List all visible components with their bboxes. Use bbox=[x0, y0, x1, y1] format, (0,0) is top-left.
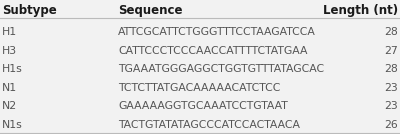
Text: H1s: H1s bbox=[2, 64, 23, 75]
Text: Sequence: Sequence bbox=[118, 4, 182, 17]
Text: 28: 28 bbox=[384, 64, 398, 75]
Text: N1: N1 bbox=[2, 83, 17, 93]
Text: Subtype: Subtype bbox=[2, 4, 57, 17]
Text: H1: H1 bbox=[2, 27, 17, 38]
Text: TACTGTATATAGCCCATCCACTAACA: TACTGTATATAGCCCATCCACTAACA bbox=[118, 120, 300, 130]
Text: CATTCCCTCCCAACCATTTTCTATGAA: CATTCCCTCCCAACCATTTTCTATGAA bbox=[118, 46, 308, 56]
Text: TCTCTTATGACAAAAACATCTCC: TCTCTTATGACAAAAACATCTCC bbox=[118, 83, 280, 93]
Text: ATTCGCATTCTGGGTTTCCTAAGATCCA: ATTCGCATTCTGGGTTTCCTAAGATCCA bbox=[118, 27, 316, 38]
Text: 27: 27 bbox=[384, 46, 398, 56]
Text: GAAAAAGGTGCAAATCCTGTAAT: GAAAAAGGTGCAAATCCTGTAAT bbox=[118, 101, 288, 111]
Text: 23: 23 bbox=[384, 101, 398, 111]
Text: 28: 28 bbox=[384, 27, 398, 38]
Text: N2: N2 bbox=[2, 101, 17, 111]
Text: 23: 23 bbox=[384, 83, 398, 93]
Text: N1s: N1s bbox=[2, 120, 23, 130]
Text: Length (nt): Length (nt) bbox=[323, 4, 398, 17]
Text: TGAAATGGGAGGCTGGTGTTTATAGCAC: TGAAATGGGAGGCTGGTGTTTATAGCAC bbox=[118, 64, 324, 75]
Text: 26: 26 bbox=[384, 120, 398, 130]
Text: H3: H3 bbox=[2, 46, 17, 56]
